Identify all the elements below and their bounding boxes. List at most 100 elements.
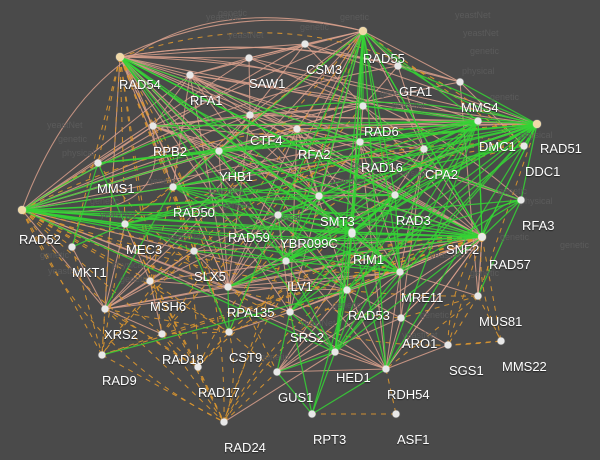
node-label-mec3[interactable]: MEC3 (126, 242, 163, 257)
node-label-rad9[interactable]: RAD9 (102, 373, 137, 388)
node-rpt3[interactable] (308, 410, 316, 418)
node-mms22[interactable] (497, 337, 505, 345)
node-label-cst9[interactable]: CST9 (229, 350, 263, 365)
node-label-srs2[interactable]: SRS2 (290, 330, 324, 345)
node-label-rfa2[interactable]: RFA2 (298, 147, 331, 162)
node-label-hed1[interactable]: HED1 (336, 370, 371, 385)
node-mec3[interactable] (121, 220, 129, 228)
node-label-slx5[interactable]: SLX5 (194, 269, 226, 284)
node-label-ybr099c[interactable]: YBR099C (280, 236, 338, 251)
node-gfa1[interactable] (394, 62, 402, 70)
node-label-dmc1[interactable]: DMC1 (479, 139, 516, 154)
node-mms4[interactable] (456, 78, 464, 86)
node-label-mms1[interactable]: MMS1 (97, 181, 135, 196)
node-rfa1[interactable] (186, 71, 194, 79)
node-label-yhb1[interactable]: YHB1 (219, 169, 253, 184)
node-label-xrs2[interactable]: XRS2 (104, 327, 138, 342)
node-label-rad51[interactable]: RAD51 (540, 141, 582, 156)
node-rad50[interactable] (169, 183, 177, 191)
node-rad59[interactable] (274, 211, 282, 219)
node-hed1[interactable] (331, 348, 339, 356)
node-rad52[interactable] (18, 206, 26, 214)
node-mre11[interactable] (396, 268, 404, 276)
node-rad51[interactable] (533, 120, 541, 128)
node-label-rad16[interactable]: RAD16 (361, 160, 403, 175)
node-label-rad57[interactable]: RAD57 (489, 257, 531, 272)
node-rfa3[interactable] (517, 196, 525, 204)
node-label-rfa1[interactable]: RFA1 (190, 93, 223, 108)
node-mms1[interactable] (94, 159, 102, 167)
node-label-asf1[interactable]: ASF1 (397, 432, 430, 447)
node-label-rad50[interactable]: RAD50 (173, 205, 215, 220)
node-label-rad24[interactable]: RAD24 (224, 440, 266, 455)
node-label-rad53[interactable]: RAD53 (348, 308, 390, 323)
node-label-cpa2[interactable]: CPA2 (425, 167, 458, 182)
node-cpa2[interactable] (420, 145, 428, 153)
node-label-aro1[interactable]: ARO1 (402, 336, 438, 351)
node-mkt1[interactable] (68, 243, 76, 251)
node-smt3[interactable] (315, 192, 323, 200)
node-rad3[interactable] (391, 191, 399, 199)
node-label-mus81[interactable]: MUS81 (479, 314, 523, 329)
node-slx5[interactable] (190, 247, 198, 255)
node-rad54[interactable] (116, 53, 124, 61)
node-srs2[interactable] (286, 308, 294, 316)
node-label-ddc1[interactable]: DDC1 (525, 164, 561, 179)
node-label-smt3[interactable]: SMT3 (320, 214, 355, 229)
node-label-rfa3[interactable]: RFA3 (522, 218, 555, 233)
node-label-mms4[interactable]: MMS4 (461, 100, 499, 115)
node-cst9[interactable] (225, 328, 233, 336)
node-rad57[interactable] (478, 233, 486, 241)
node-rad55[interactable] (359, 27, 367, 35)
node-label-mkt1[interactable]: MKT1 (72, 265, 107, 280)
node-label-rad59[interactable]: RAD59 (228, 230, 270, 245)
node-label-rad18[interactable]: RAD18 (162, 352, 204, 367)
node-label-rad54[interactable]: RAD54 (119, 77, 161, 92)
node-label-mre11[interactable]: MRE11 (401, 290, 444, 305)
node-dmc1[interactable] (474, 117, 482, 125)
node-label-rad55[interactable]: RAD55 (363, 51, 405, 66)
node-rad9[interactable] (98, 351, 106, 359)
node-sgs1[interactable] (444, 341, 452, 349)
node-rad18[interactable] (158, 330, 166, 338)
node-label-rpa135[interactable]: RPA135 (227, 305, 275, 320)
node-label-rim1[interactable]: RIM1 (353, 252, 385, 267)
node-gus1[interactable] (273, 368, 281, 376)
node-label-snf2[interactable]: SNF2 (446, 242, 480, 257)
node-label-rpb2[interactable]: RPB2 (153, 144, 187, 159)
node-csm3[interactable] (301, 40, 309, 48)
node-label-saw1[interactable]: SAW1 (249, 76, 286, 91)
node-aro1[interactable] (397, 314, 405, 322)
node-label-mms22[interactable]: MMS22 (502, 359, 547, 374)
node-label-rdh54[interactable]: RDH54 (387, 387, 430, 402)
node-msh6[interactable] (146, 277, 154, 285)
node-label-rad6[interactable]: RAD6 (364, 124, 399, 139)
node-rdh54[interactable] (382, 365, 390, 373)
node-rpb2[interactable] (149, 122, 157, 130)
node-rad17[interactable] (194, 363, 202, 371)
node-label-csm3[interactable]: CSM3 (306, 62, 343, 77)
node-rad53[interactable] (343, 286, 351, 294)
node-label-gus1[interactable]: GUS1 (278, 390, 314, 405)
node-label-ilv1[interactable]: ILV1 (287, 279, 313, 294)
node-xrs2[interactable] (101, 305, 109, 313)
node-rad24[interactable] (220, 418, 228, 426)
node-label-rad17[interactable]: RAD17 (198, 385, 240, 400)
node-yhb1[interactable] (215, 147, 223, 155)
node-saw1[interactable] (245, 54, 253, 62)
node-label-gfa1[interactable]: GFA1 (399, 84, 433, 99)
node-asf1[interactable] (392, 410, 400, 418)
node-ctf4[interactable] (246, 111, 254, 119)
node-label-msh6[interactable]: MSH6 (150, 299, 187, 314)
node-rfa2[interactable] (293, 125, 301, 133)
node-rad16[interactable] (356, 138, 364, 146)
node-label-rpt3[interactable]: RPT3 (313, 432, 347, 447)
node-label-rad52[interactable]: RAD52 (19, 232, 61, 247)
node-rad6[interactable] (359, 102, 367, 110)
node-label-rad3[interactable]: RAD3 (396, 213, 431, 228)
node-rpa135[interactable] (224, 283, 232, 291)
node-label-sgs1[interactable]: SGS1 (449, 363, 484, 378)
node-ilv1[interactable] (282, 257, 290, 265)
node-ddc1[interactable] (520, 142, 528, 150)
